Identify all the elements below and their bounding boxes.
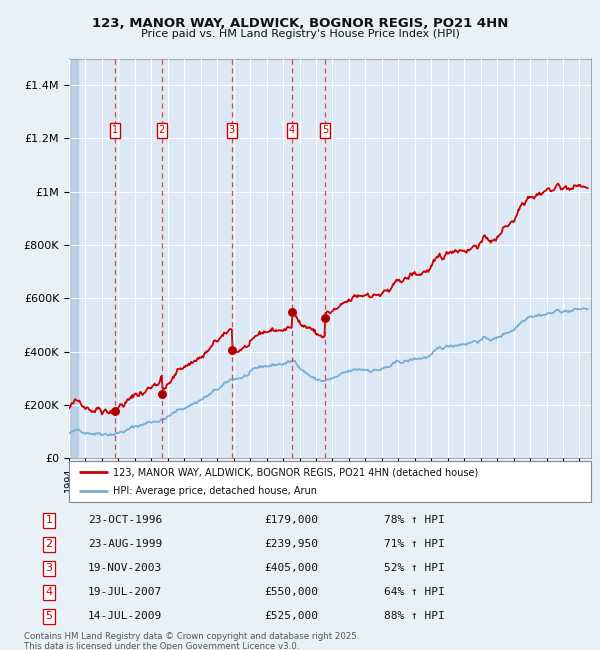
Text: 3: 3 xyxy=(229,125,235,135)
Text: 5: 5 xyxy=(46,612,53,621)
Text: 71% ↑ HPI: 71% ↑ HPI xyxy=(384,540,445,549)
Text: 1: 1 xyxy=(112,125,118,135)
Text: 14-JUL-2009: 14-JUL-2009 xyxy=(88,612,163,621)
Text: 78% ↑ HPI: 78% ↑ HPI xyxy=(384,515,445,525)
Text: 64% ↑ HPI: 64% ↑ HPI xyxy=(384,588,445,597)
Text: HPI: Average price, detached house, Arun: HPI: Average price, detached house, Arun xyxy=(113,486,317,496)
Text: £405,000: £405,000 xyxy=(264,564,318,573)
Text: 2: 2 xyxy=(159,125,165,135)
Text: 19-JUL-2007: 19-JUL-2007 xyxy=(88,588,163,597)
Text: Price paid vs. HM Land Registry's House Price Index (HPI): Price paid vs. HM Land Registry's House … xyxy=(140,29,460,39)
Text: 52% ↑ HPI: 52% ↑ HPI xyxy=(384,564,445,573)
Text: £525,000: £525,000 xyxy=(264,612,318,621)
Text: 2: 2 xyxy=(46,540,53,549)
Text: 4: 4 xyxy=(289,125,295,135)
Text: 3: 3 xyxy=(46,564,53,573)
Text: 123, MANOR WAY, ALDWICK, BOGNOR REGIS, PO21 4HN (detached house): 123, MANOR WAY, ALDWICK, BOGNOR REGIS, P… xyxy=(113,467,479,477)
FancyBboxPatch shape xyxy=(69,462,591,502)
Text: £239,950: £239,950 xyxy=(264,540,318,549)
Text: 19-NOV-2003: 19-NOV-2003 xyxy=(88,564,163,573)
Text: 1: 1 xyxy=(46,515,53,525)
Text: Contains HM Land Registry data © Crown copyright and database right 2025.
This d: Contains HM Land Registry data © Crown c… xyxy=(24,632,359,650)
Text: 5: 5 xyxy=(322,125,328,135)
Text: £550,000: £550,000 xyxy=(264,588,318,597)
Text: 123, MANOR WAY, ALDWICK, BOGNOR REGIS, PO21 4HN: 123, MANOR WAY, ALDWICK, BOGNOR REGIS, P… xyxy=(92,17,508,30)
Text: 23-AUG-1999: 23-AUG-1999 xyxy=(88,540,163,549)
Text: 88% ↑ HPI: 88% ↑ HPI xyxy=(384,612,445,621)
Bar xyxy=(69,58,78,458)
Text: 23-OCT-1996: 23-OCT-1996 xyxy=(88,515,163,525)
Text: £179,000: £179,000 xyxy=(264,515,318,525)
Text: 4: 4 xyxy=(46,588,53,597)
